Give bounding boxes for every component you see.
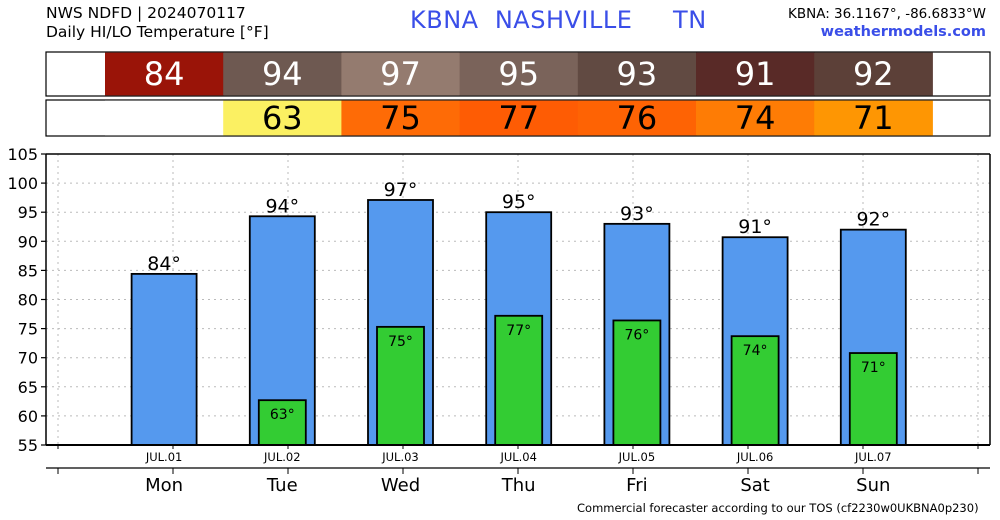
- header-left: NWS NDFD | 2024070117 Daily HI/LO Temper…: [46, 4, 269, 42]
- x-day-label: Thu: [501, 475, 536, 496]
- y-tick-label: 75: [18, 320, 38, 339]
- y-tick-label: 85: [18, 261, 38, 280]
- temperature-strips: 84 94 97 95 93 91 92 63 75 77 76 74 71: [45, 51, 991, 137]
- lo-strip-cell: [577, 100, 697, 136]
- lo-bar: [376, 325, 425, 446]
- site-link[interactable]: weathermodels.com: [820, 24, 986, 40]
- lo-bar-label: 77°: [506, 323, 531, 339]
- header-right: KBNA: 36.1167°, -86.6833°W weathermodels…: [788, 5, 986, 41]
- chart-subtitle: Daily HI/LO Temperature [°F]: [46, 23, 269, 41]
- lo-bar: [494, 314, 544, 446]
- x-date-label: JUL.06: [736, 450, 774, 464]
- footer-note: Commercial forecaster according to our T…: [577, 501, 979, 515]
- hi-bar-label: 93°: [620, 203, 654, 225]
- hi-strip-value: 97: [380, 55, 421, 93]
- lo-strip-value: 77: [498, 99, 539, 137]
- lo-bar-label: 75°: [388, 334, 413, 350]
- lo-strip-value: 74: [735, 99, 776, 137]
- y-tick-label: 80: [18, 291, 38, 310]
- hi-bar-label: 92°: [856, 209, 890, 231]
- x-day-label: Sat: [740, 475, 770, 496]
- x-date-label: JUL.07: [854, 450, 892, 464]
- y-tick-label: 65: [18, 378, 38, 397]
- hi-strip-cell: [814, 52, 933, 96]
- lo-strip-value: 75: [380, 99, 421, 137]
- lo-strip-value: 76: [617, 99, 658, 137]
- hi-strip-cell: [341, 52, 461, 96]
- x-day-label: Sun: [856, 475, 890, 496]
- hi-bar-label: 94°: [265, 195, 299, 217]
- lo-bar-label: 63°: [270, 407, 295, 423]
- station-coordinates: KBNA: 36.1167°, -86.6833°W: [787, 6, 986, 22]
- x-day-label: Tue: [266, 475, 298, 496]
- hi-strip-cell: [459, 52, 579, 96]
- hi-strip-cell: [105, 52, 224, 96]
- lo-strip-cell: [223, 100, 342, 136]
- hi-strip-value: 94: [262, 55, 303, 93]
- lo-strip-value: 71: [853, 99, 894, 137]
- y-tick-label: 105: [7, 145, 38, 164]
- lo-strip-cell: [341, 100, 461, 136]
- x-date-label: JUL.01: [145, 450, 183, 464]
- hi-strip-value: 95: [498, 55, 539, 93]
- x-date-label: JUL.03: [381, 450, 419, 464]
- lo-bar: [730, 335, 780, 446]
- x-date-label: JUL.02: [263, 450, 301, 464]
- y-tick-label: 90: [18, 232, 38, 251]
- station-title: KBNA NASHVILLE TN: [410, 6, 707, 34]
- y-tick-label: 95: [18, 203, 38, 222]
- lo-bar: [848, 352, 898, 446]
- hi-bar-label: 95°: [502, 191, 536, 213]
- y-tick-label: 55: [18, 436, 38, 455]
- lo-bar-label: 74°: [743, 343, 768, 359]
- hi-bar-label: 91°: [738, 216, 772, 238]
- x-day-label: Fri: [626, 475, 647, 496]
- chart-bars: 84° 94° 63° 97° 75° 95° 77° 93° 76° 91° 74° 92° 71°: [130, 179, 907, 446]
- x-day-label: Mon: [145, 475, 183, 496]
- y-tick-label: 100: [7, 174, 38, 193]
- hi-bar-label: 84°: [147, 253, 181, 275]
- chart-axes: 105 100 95 90 85 80 75 70 65 60 55 JUL.01 Mon JUL.02 T…: [7, 145, 991, 496]
- hi-strip-value: 92: [853, 55, 894, 93]
- lo-bar-label: 76°: [624, 327, 649, 343]
- y-tick-label: 70: [18, 349, 38, 368]
- hi-strip-value: 84: [144, 55, 185, 93]
- hi-strip-cell: [223, 52, 342, 96]
- lo-strip-cell: [696, 100, 815, 136]
- x-day-label: Wed: [381, 475, 420, 496]
- lo-strip-cell: [814, 100, 933, 136]
- hi-strip-value: 91: [735, 55, 776, 93]
- lo-strip-cell: [459, 100, 579, 136]
- product-title: NWS NDFD | 2024070117: [46, 4, 246, 22]
- lo-bar: [612, 319, 662, 446]
- hi-bar: [130, 272, 198, 446]
- hi-strip-cell: [577, 52, 697, 96]
- hi-bar-label: 97°: [384, 179, 418, 201]
- lo-bar: [257, 399, 307, 446]
- hi-strip-cell: [696, 52, 815, 96]
- lo-bar-label: 71°: [861, 360, 886, 376]
- y-tick-label: 60: [18, 407, 38, 426]
- x-date-label: JUL.04: [499, 450, 537, 464]
- hi-strip-value: 93: [617, 55, 658, 93]
- x-date-label: JUL.05: [618, 450, 656, 464]
- lo-strip-value: 63: [262, 99, 303, 137]
- lo-strip-cell: [105, 100, 224, 136]
